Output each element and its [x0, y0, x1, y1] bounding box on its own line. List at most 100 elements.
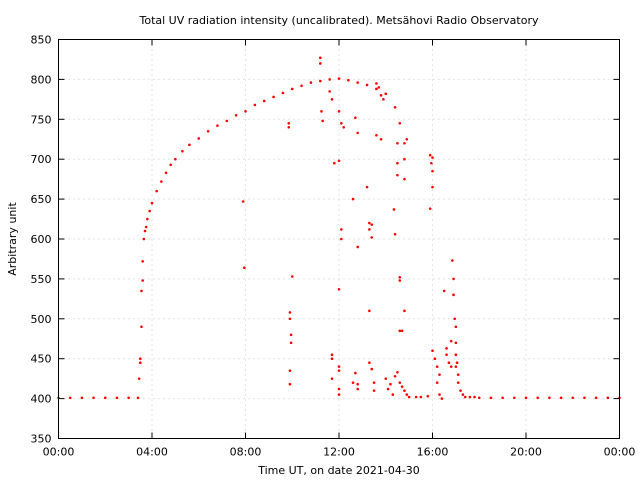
- data-point: [456, 381, 460, 384]
- data-point: [319, 56, 322, 60]
- data-point: [447, 361, 451, 364]
- data-point: [80, 396, 84, 400]
- data-point: [354, 116, 357, 120]
- data-point: [473, 395, 476, 399]
- data-point: [428, 207, 432, 210]
- data-point: [454, 353, 458, 357]
- y-tick-label: 550: [31, 273, 52, 286]
- data-point: [365, 83, 369, 87]
- data-point: [454, 365, 458, 368]
- data-point: [289, 341, 293, 345]
- data-point: [140, 325, 143, 329]
- data-point: [288, 369, 292, 372]
- data-point: [396, 173, 399, 177]
- data-point: [160, 180, 163, 183]
- y-tick-label: 750: [31, 113, 52, 126]
- data-point: [290, 275, 294, 278]
- data-point: [164, 171, 168, 175]
- data-point: [419, 395, 423, 399]
- data-point: [405, 137, 409, 141]
- data-point: [405, 393, 409, 396]
- data-point: [370, 367, 374, 371]
- x-axis-title: Time UT, on date 2021-04-30: [257, 464, 420, 477]
- data-point: [337, 365, 341, 368]
- y-tick-label: 600: [31, 233, 52, 246]
- data-point: [396, 141, 399, 145]
- data-point: [454, 325, 458, 329]
- data-point: [382, 98, 385, 101]
- data-point: [356, 131, 360, 135]
- data-point: [139, 357, 142, 361]
- data-point: [356, 81, 360, 84]
- data-point: [144, 225, 148, 229]
- data-point: [319, 79, 322, 83]
- data-point: [368, 221, 371, 225]
- data-point: [309, 81, 313, 84]
- data-point: [127, 396, 130, 400]
- data-point: [372, 381, 376, 384]
- data-point: [288, 311, 292, 314]
- y-tick-label: 800: [31, 73, 52, 86]
- x-tick-label: 04:00: [136, 446, 168, 459]
- data-point: [461, 393, 465, 396]
- data-point: [356, 382, 360, 386]
- data-point: [456, 373, 460, 376]
- data-point: [435, 381, 439, 384]
- data-point: [370, 236, 374, 239]
- data-point: [400, 329, 404, 333]
- data-point: [477, 396, 481, 400]
- chart-title: Total UV radiation intensity (uncalibrat…: [139, 14, 539, 27]
- data-point: [289, 333, 293, 337]
- data-point: [431, 169, 434, 173]
- data-point: [290, 87, 294, 91]
- data-point: [414, 395, 418, 399]
- data-point: [468, 395, 472, 399]
- data-point: [372, 389, 376, 392]
- data-point: [403, 141, 406, 145]
- data-point: [150, 201, 154, 205]
- y-tick-label: 650: [31, 193, 52, 206]
- x-tick-label: 08:00: [230, 446, 262, 459]
- data-point: [398, 279, 402, 282]
- data-point: [253, 103, 257, 107]
- data-point: [398, 329, 402, 333]
- data-point: [594, 396, 598, 400]
- data-point: [386, 387, 390, 391]
- data-point: [300, 84, 303, 88]
- y-tick-label: 700: [31, 153, 52, 166]
- data-point: [287, 125, 291, 129]
- data-point: [438, 393, 441, 396]
- data-point: [559, 396, 563, 400]
- data-point: [403, 389, 406, 392]
- data-point: [430, 161, 433, 165]
- data-point: [347, 78, 350, 82]
- data-point: [375, 133, 378, 137]
- data-point: [455, 361, 459, 364]
- data-point: [370, 223, 374, 226]
- data-point: [272, 95, 275, 99]
- data-point: [426, 394, 430, 398]
- data-point: [403, 309, 406, 313]
- data-point: [340, 237, 343, 241]
- data-point: [403, 157, 406, 161]
- data-point: [287, 121, 291, 125]
- x-tick-label: 00:00: [604, 446, 636, 459]
- data-point: [454, 341, 458, 345]
- data-point: [398, 381, 402, 384]
- data-point: [548, 396, 551, 400]
- data-point: [536, 396, 539, 400]
- data-point: [330, 98, 334, 101]
- data-point: [431, 349, 434, 353]
- data-point: [320, 110, 323, 113]
- data-points: [57, 56, 621, 400]
- data-point: [396, 370, 399, 374]
- data-point: [356, 245, 360, 249]
- data-point: [142, 237, 146, 241]
- data-point: [398, 276, 402, 279]
- data-point: [445, 347, 448, 350]
- data-point: [337, 159, 341, 163]
- data-point: [398, 121, 402, 125]
- data-point: [459, 389, 462, 392]
- data-point: [281, 91, 285, 95]
